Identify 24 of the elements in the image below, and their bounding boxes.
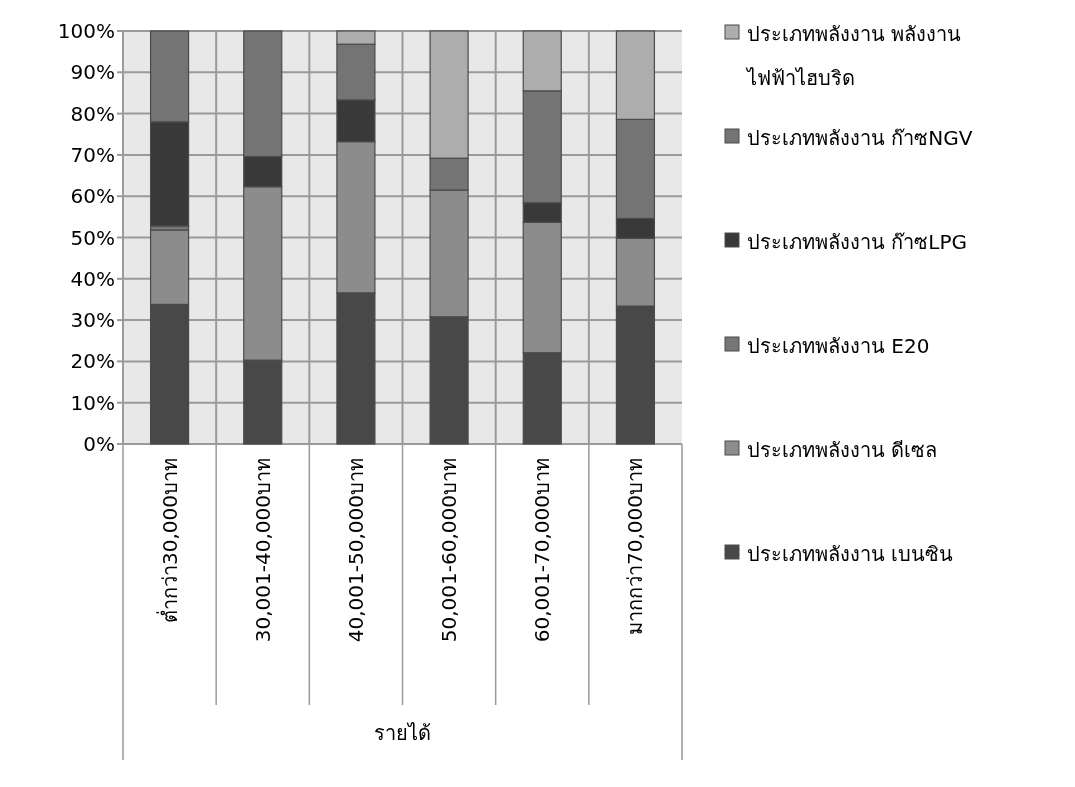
- x-axis-title: รายได้: [374, 721, 431, 745]
- legend-label: ประเภทพลังงาน ก๊าซLPG: [747, 230, 968, 254]
- x-tick-label: 50,001-60,000บาท: [437, 458, 462, 643]
- y-tick-label: 50%: [70, 225, 115, 250]
- x-tick-label: 30,001-40,000บาท: [250, 458, 275, 643]
- y-tick-label: 100%: [57, 19, 115, 43]
- y-tick-label: 60%: [70, 184, 115, 209]
- y-tick-label: 10%: [70, 390, 115, 415]
- y-tick-label: 90%: [70, 60, 115, 85]
- y-tick-label: 40%: [70, 266, 115, 291]
- legend-label: ประเภทพลังงาน E20: [747, 334, 930, 358]
- legend-label: ประเภทพลังงาน เบนซิน: [747, 542, 954, 566]
- legend-label: ประเภทพลังงาน ก๊าซNGV: [747, 126, 973, 150]
- y-tick-label: 80%: [70, 101, 115, 126]
- x-tick-label: 40,001-50,000บาท: [343, 458, 368, 643]
- x-tick-label: มากกว่า70,000บาท: [623, 458, 648, 635]
- x-tick-label: 60,001-70,000บาท: [530, 458, 555, 643]
- legend-label: ประเภทพลังงาน ดีเซล: [747, 438, 938, 462]
- legend-label: ประเภทพลังงาน พลังงาน ไฟฟ้าไฮบริด: [745, 22, 962, 90]
- y-tick-label: 0%: [83, 432, 115, 456]
- y-tick-label: 30%: [70, 308, 115, 333]
- x-tick-label: ต่ำกว่า30,000บาท: [155, 458, 182, 623]
- y-tick-label: 20%: [70, 349, 115, 374]
- y-tick-label: 70%: [70, 142, 115, 167]
